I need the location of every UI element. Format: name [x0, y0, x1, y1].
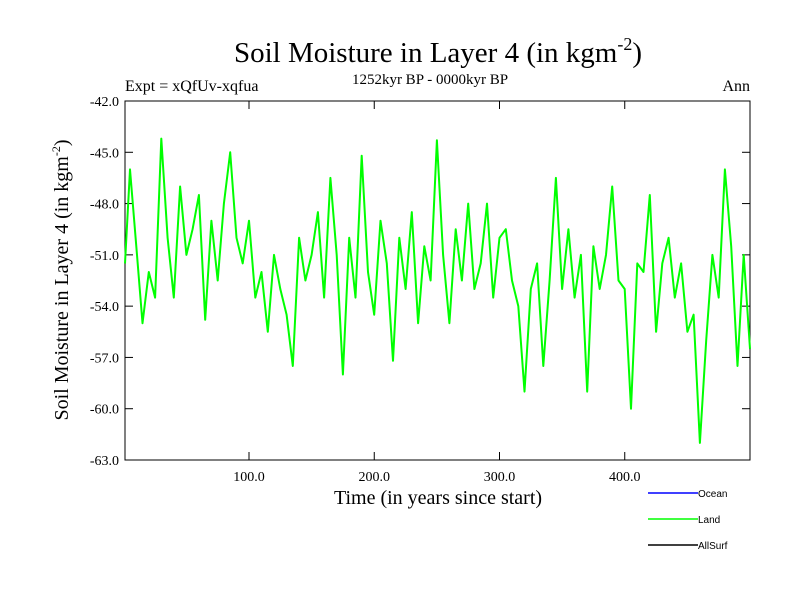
y-tick-label: -54.0 [90, 300, 119, 315]
y-tick-label: -48.0 [90, 198, 119, 213]
series-line-land [124, 137, 751, 444]
y-tick-label: -45.0 [90, 146, 119, 161]
chart-title: Soil Moisture in Layer 4 (in kgm-2) [234, 34, 642, 69]
x-axis-label: Time (in years since start) [334, 487, 542, 509]
period-label: 1252kyr BP - 0000kyr BP [352, 72, 508, 88]
x-tick-label: 200.0 [358, 470, 390, 485]
y-tick-label: -51.0 [90, 249, 119, 264]
experiment-label: Expt = xQfUv-xqfua [125, 78, 258, 95]
x-tick-label: 100.0 [233, 470, 265, 485]
x-axis-ticks: 100.0 200.0 300.0 400.0 [233, 101, 640, 485]
series-group [124, 137, 751, 444]
season-label: Ann [722, 78, 750, 95]
y-tick-label: -60.0 [90, 403, 119, 418]
y-axis-ticks: -42.0 -45.0 -48.0 -51.0 -54.0 -57.0 -60.0 -63.0 [90, 95, 750, 469]
y-tick-label: -57.0 [90, 351, 119, 366]
legend: Ocean Land AllSurf [648, 489, 728, 552]
y-tick-label: -42.0 [90, 95, 119, 110]
x-tick-label: 300.0 [484, 470, 516, 485]
legend-label-land: Land [698, 515, 720, 526]
plot-frame [124, 100, 751, 461]
legend-label-ocean: Ocean [698, 489, 727, 500]
legend-label-allsurf: AllSurf [698, 541, 728, 552]
x-tick-label: 400.0 [609, 470, 641, 485]
y-axis-label: Soil Moisture in Layer 4 (in kgm-2) [49, 139, 73, 420]
y-tick-label: -63.0 [90, 454, 119, 469]
